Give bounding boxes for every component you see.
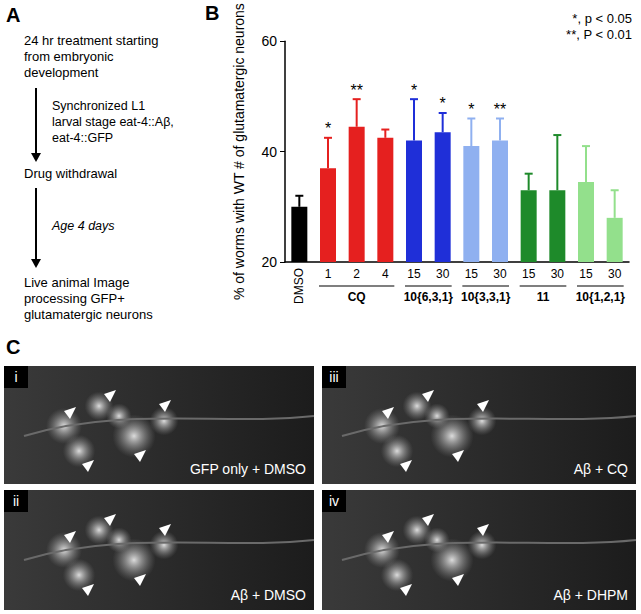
svg-text:*, p < 0.05: *, p < 0.05 (572, 11, 632, 26)
svg-text:i: i (14, 369, 17, 385)
svg-text:Aβ + DHPM: Aβ + DHPM (553, 587, 628, 603)
svg-text:10{3,3,1}: 10{3,3,1} (461, 290, 511, 304)
svg-text:C: C (6, 336, 20, 358)
svg-text:2: 2 (353, 267, 360, 281)
svg-text:iv: iv (329, 493, 339, 509)
svg-text:DMSO: DMSO (292, 268, 306, 304)
html-text:B: B (205, 2, 220, 24)
svg-text:Age 4 days: Age 4 days (51, 219, 115, 233)
svg-text:40: 40 (261, 144, 277, 160)
svg-text:ii: ii (13, 493, 19, 509)
svg-text:1: 1 (325, 267, 332, 281)
svg-text:% of worms with WT # of glutam: % of worms with WT # of glutamatergic ne… (231, 3, 247, 300)
svg-text:*: * (411, 82, 417, 99)
svg-text:**, P < 0.01: **, P < 0.01 (566, 27, 632, 42)
svg-text:Aβ + DMSO: Aβ + DMSO (231, 587, 306, 603)
svg-text:24 hr treatment starting: 24 hr treatment starting (24, 33, 158, 48)
svg-text:eat-4::GFP: eat-4::GFP (52, 131, 113, 145)
svg-text:development: development (24, 65, 99, 80)
svg-text:30: 30 (551, 267, 565, 281)
svg-text:glutamatergic neurons: glutamatergic neurons (24, 307, 153, 322)
svg-text:A: A (6, 4, 20, 26)
svg-text:from embryonic: from embryonic (24, 49, 114, 64)
svg-text:Synchronized L1: Synchronized L1 (52, 99, 145, 113)
svg-text:10{6,3,1}: 10{6,3,1} (404, 290, 454, 304)
svg-text:*: * (325, 120, 331, 137)
svg-text:20: 20 (261, 254, 277, 270)
svg-text:10{1,2,1}: 10{1,2,1} (576, 290, 626, 304)
svg-text:*: * (440, 95, 446, 112)
svg-text:30: 30 (493, 267, 507, 281)
svg-text:Live animal Image: Live animal Image (24, 275, 130, 290)
svg-text:GFP only + DMSO: GFP only + DMSO (190, 461, 306, 477)
svg-text:iii: iii (329, 369, 338, 385)
svg-text:**: ** (350, 82, 362, 99)
svg-text:**: ** (494, 101, 506, 118)
svg-text:*: * (468, 101, 474, 118)
svg-text:processing GFP+: processing GFP+ (24, 291, 125, 306)
svg-text:15: 15 (465, 267, 479, 281)
svg-text:Aβ + CQ: Aβ + CQ (574, 461, 628, 477)
svg-text:30: 30 (436, 267, 450, 281)
svg-text:larval stage eat-4::Aβ,: larval stage eat-4::Aβ, (52, 115, 174, 129)
svg-text:15: 15 (579, 267, 593, 281)
svg-text:30: 30 (608, 267, 622, 281)
svg-text:60: 60 (261, 33, 277, 49)
svg-text:15: 15 (407, 267, 421, 281)
svg-text:4: 4 (382, 267, 389, 281)
svg-text:Drug withdrawal: Drug withdrawal (24, 166, 117, 181)
svg-text:11: 11 (537, 290, 550, 304)
svg-text:CQ: CQ (348, 290, 366, 304)
svg-text:15: 15 (522, 267, 536, 281)
